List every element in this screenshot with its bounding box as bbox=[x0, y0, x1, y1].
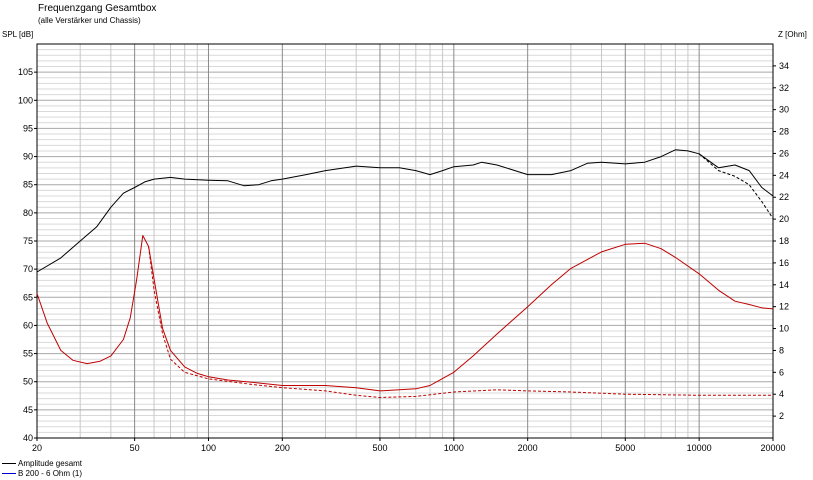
x-tick-label: 20000 bbox=[760, 443, 785, 453]
legend-swatch-b200 bbox=[2, 473, 16, 475]
x-tick-label: 500 bbox=[372, 443, 387, 453]
chart-subtitle: (alle Verstärker und Chassis) bbox=[38, 16, 141, 25]
y2-tick-label: 12 bbox=[779, 302, 789, 312]
legend-item-b200: B 200 - 6 Ohm (1) bbox=[2, 469, 82, 479]
series-line-1 bbox=[698, 153, 774, 219]
legend-item-amplitude: Amplitude gesamt bbox=[2, 459, 82, 469]
x-tick-label: 10000 bbox=[687, 443, 712, 453]
legend-label-amplitude: Amplitude gesamt bbox=[18, 459, 83, 468]
y2-tick-label: 30 bbox=[779, 105, 789, 115]
y-tick-label: 85 bbox=[23, 180, 33, 190]
legend-label-b200: B 200 - 6 Ohm (1) bbox=[18, 469, 83, 478]
y2-tick-label: 14 bbox=[779, 280, 789, 290]
y2-tick-label: 20 bbox=[779, 214, 789, 224]
y2-tick-label: 4 bbox=[779, 389, 784, 399]
series-line-2 bbox=[36, 235, 774, 392]
x-tick-label: 2000 bbox=[518, 443, 538, 453]
legend-swatch-amplitude bbox=[2, 463, 16, 465]
y-tick-label: 80 bbox=[23, 208, 33, 218]
chart-title: Frequenzgang Gesamtbox bbox=[38, 3, 157, 14]
y-tick-label: 90 bbox=[23, 152, 33, 162]
y2-tick-label: 34 bbox=[779, 61, 789, 71]
y-tick-label: 60 bbox=[23, 320, 33, 330]
y2-tick-label: 24 bbox=[779, 170, 789, 180]
series-line-3 bbox=[148, 246, 773, 398]
y-tick-label: 40 bbox=[23, 433, 33, 443]
x-tick-label: 100 bbox=[201, 443, 216, 453]
y-tick-label: 75 bbox=[23, 236, 33, 246]
y2-tick-label: 22 bbox=[779, 192, 789, 202]
y2-tick-label: 18 bbox=[779, 236, 789, 246]
y-axis-label-right: Z [Ohm] bbox=[778, 30, 807, 39]
y-tick-label: 50 bbox=[23, 377, 33, 387]
series-line-0 bbox=[36, 149, 774, 273]
y2-tick-label: 6 bbox=[779, 367, 784, 377]
x-tick-label: 1000 bbox=[444, 443, 464, 453]
x-tick-label: 200 bbox=[275, 443, 290, 453]
y-axis-label-left: SPL [dB] bbox=[2, 30, 34, 39]
y2-tick-label: 10 bbox=[779, 324, 789, 334]
y-tick-label: 95 bbox=[23, 123, 33, 133]
y-tick-label: 100 bbox=[18, 95, 33, 105]
y-tick-label: 65 bbox=[23, 292, 33, 302]
y2-tick-label: 2 bbox=[779, 411, 784, 421]
y2-tick-label: 28 bbox=[779, 127, 789, 137]
y2-tick-label: 32 bbox=[779, 83, 789, 93]
y2-tick-label: 8 bbox=[779, 345, 784, 355]
y-tick-label: 45 bbox=[23, 405, 33, 415]
y2-tick-label: 16 bbox=[779, 258, 789, 268]
y2-tick-label: 26 bbox=[779, 148, 789, 158]
y-tick-label: 105 bbox=[18, 67, 33, 77]
y-tick-label: 70 bbox=[23, 264, 33, 274]
y-tick-label: 55 bbox=[23, 349, 33, 359]
x-tick-label: 5000 bbox=[615, 443, 635, 453]
x-tick-label: 20 bbox=[32, 443, 42, 453]
x-tick-label: 50 bbox=[130, 443, 140, 453]
